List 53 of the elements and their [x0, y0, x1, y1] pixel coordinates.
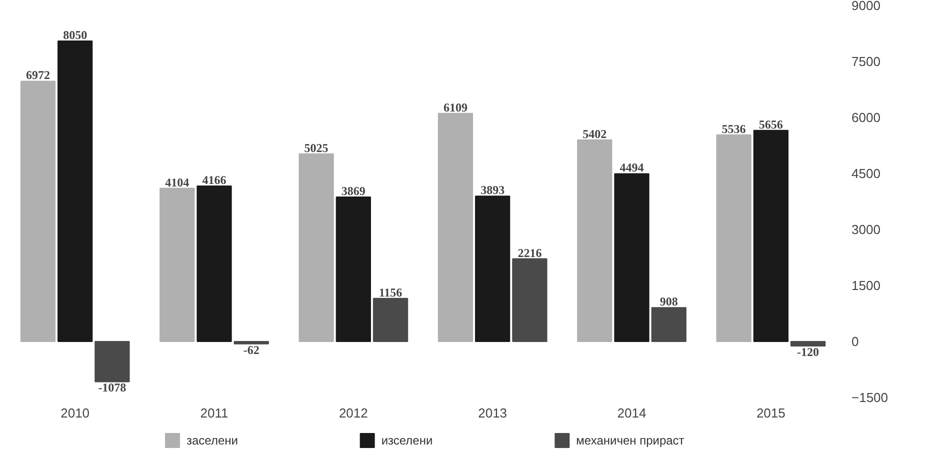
y-tick-label: 0 [852, 334, 859, 349]
y-tick-label: 1500 [852, 278, 880, 293]
y-tick-label: 9000 [852, 0, 880, 13]
x-tick-label: 2014 [617, 406, 646, 420]
data-label: 3869 [341, 184, 366, 198]
legend-label: механичен прираст [576, 434, 685, 448]
data-label: 2216 [518, 246, 542, 260]
data-label: 908 [660, 294, 678, 309]
bar [753, 130, 788, 342]
bar [20, 80, 56, 342]
data-label: -120 [797, 344, 820, 359]
data-label: 4104 [165, 175, 190, 190]
bar [790, 341, 826, 346]
data-label: -62 [243, 342, 260, 357]
data-label: 8050 [63, 28, 88, 42]
bar [234, 341, 269, 344]
x-tick-label: 2013 [478, 406, 508, 420]
data-label: 3893 [480, 183, 505, 198]
bar [475, 196, 510, 342]
data-label: 4494 [620, 160, 644, 175]
bar [614, 173, 650, 342]
x-tick-label: 2012 [338, 406, 368, 420]
y-tick-label: 4500 [852, 166, 880, 181]
data-label: 1156 [378, 285, 402, 300]
legend-label: заселени [186, 434, 238, 448]
bar [651, 307, 686, 342]
bar [160, 188, 195, 342]
bar [336, 196, 371, 342]
bar [372, 298, 408, 342]
data-label: 5656 [758, 117, 783, 132]
data-label: 5025 [304, 140, 328, 155]
y-tick-label: 7500 [852, 54, 880, 69]
data-label: 6109 [443, 100, 468, 114]
bar [58, 40, 93, 342]
data-label: 5536 [722, 122, 746, 136]
bar [577, 139, 612, 342]
data-label: 5402 [582, 126, 607, 141]
data-label: 6972 [26, 68, 50, 82]
legend-label: изселени [381, 434, 433, 448]
y-tick-label: −1500 [852, 390, 888, 405]
x-tick-label: 2015 [756, 406, 786, 420]
y-tick-label: 6000 [852, 110, 880, 125]
x-tick-label: 2011 [200, 406, 228, 420]
x-tick-label: 2010 [60, 406, 90, 420]
bar [716, 134, 752, 342]
data-label: 4166 [202, 172, 226, 187]
bar [94, 341, 130, 382]
y-tick-label: 3000 [852, 222, 880, 237]
bar [512, 258, 548, 342]
bar [196, 185, 232, 342]
bar [438, 112, 474, 342]
data-label: -1078 [98, 380, 126, 395]
bar [298, 153, 334, 342]
